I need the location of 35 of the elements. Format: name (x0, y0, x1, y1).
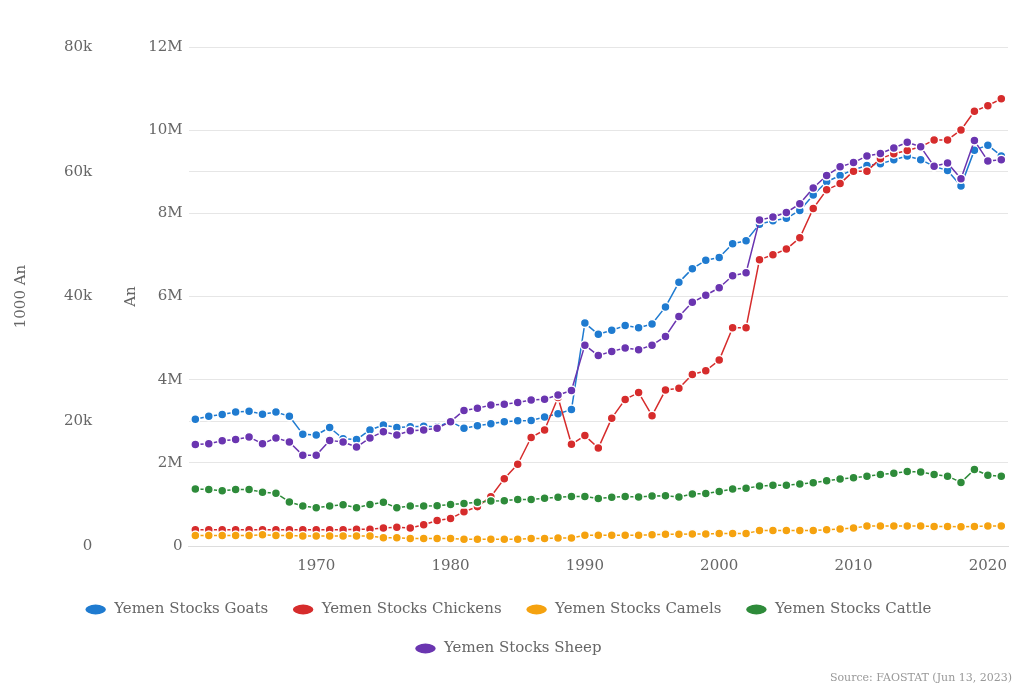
y2-tick-label: 40k (63, 286, 94, 305)
point (687, 369, 698, 380)
x-tick-label: 2020 (968, 555, 1007, 574)
point (633, 387, 644, 398)
point (579, 430, 591, 441)
y-tick-label: 6M (157, 286, 183, 305)
y2-tick-label: 60k (63, 161, 94, 180)
point (821, 184, 832, 196)
legend-label: Yemen Stocks Cattle (773, 599, 932, 618)
point (512, 459, 523, 470)
y-tick-label: 12M (148, 36, 183, 55)
x-tick-label: 1990 (565, 555, 604, 574)
y-axis-title: An (121, 285, 140, 308)
legend-label: Yemen Stocks Sheep (442, 638, 602, 657)
x-tick-label: 2010 (834, 555, 873, 574)
point (499, 473, 510, 484)
y2-tick-label: 80k (63, 36, 94, 55)
y2-axis-title: 1000 An (10, 264, 29, 329)
point (660, 384, 671, 396)
x-tick-label: 2000 (700, 555, 739, 574)
legend-label: Yemen Stocks Goats (113, 599, 269, 618)
y2-tick-label: 0 (82, 535, 93, 554)
y-tick-label: 4M (157, 369, 183, 388)
y-tick-label: 2M (157, 452, 183, 471)
point (969, 106, 980, 117)
legend-label: Yemen Stocks Chickens (320, 599, 502, 618)
x-tick-label: 1980 (431, 555, 470, 574)
point (834, 178, 846, 189)
legend-label: Yemen Stocks Camels (554, 599, 722, 618)
y2-tick-label: 20k (63, 411, 94, 430)
x-tick-label: 1970 (297, 555, 336, 574)
y-tick-label: 10M (148, 120, 183, 139)
source-note: Source: FAOSTAT (Jun 13, 2023) (829, 671, 1012, 685)
y-tick-label: 0 (173, 535, 183, 554)
y-tick-label: 8M (157, 203, 183, 222)
